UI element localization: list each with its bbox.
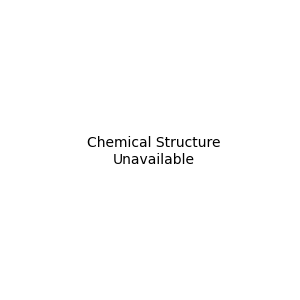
Text: Chemical Structure
Unavailable: Chemical Structure Unavailable	[87, 136, 220, 166]
